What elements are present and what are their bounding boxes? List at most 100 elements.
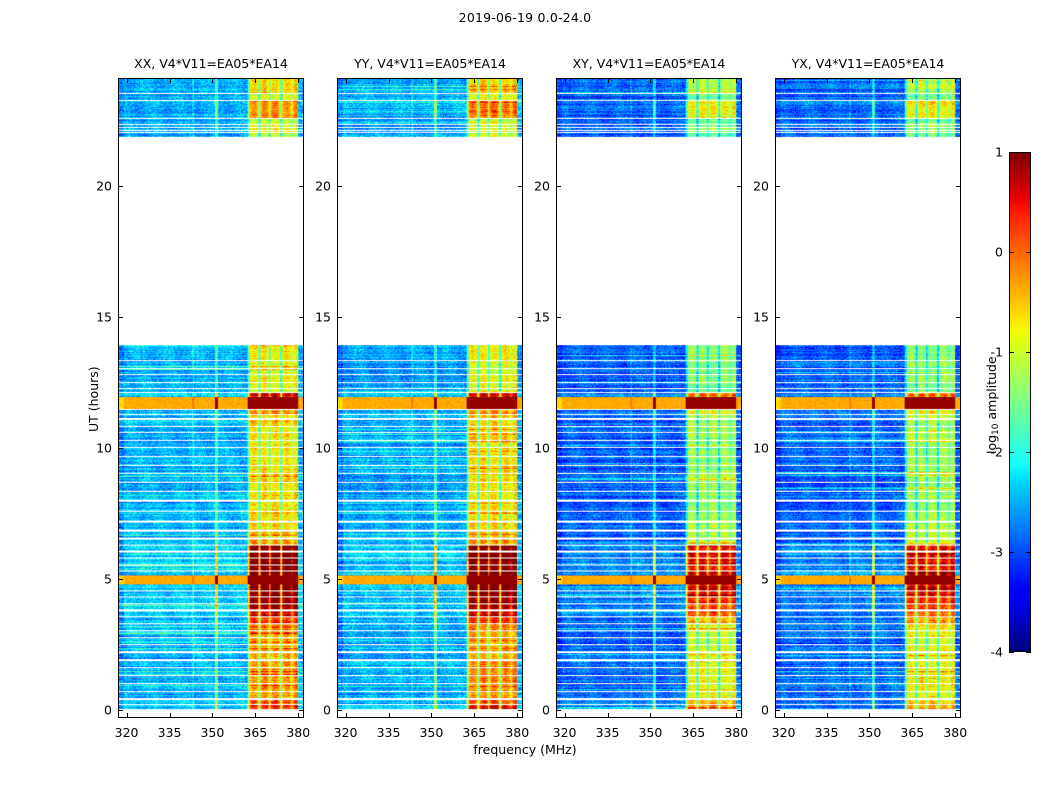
- y-tick: [118, 316, 123, 318]
- colorbar-label-subscript: 10: [991, 423, 1001, 435]
- y-tick: [956, 710, 961, 712]
- x-tick-label: 350: [419, 725, 444, 740]
- y-tick: [775, 447, 780, 449]
- x-tick: [255, 78, 257, 83]
- x-tick: [912, 713, 914, 718]
- y-tick: [556, 316, 561, 318]
- y-tick-label: 10: [753, 440, 769, 456]
- x-tick-label: 365: [900, 725, 925, 740]
- y-tick-label: 0: [323, 702, 331, 718]
- y-tick: [556, 185, 561, 187]
- panel-title-yy: YY, V4*V11=EA05*EA14: [354, 56, 506, 71]
- y-tick: [737, 316, 742, 318]
- y-tick-label: 5: [104, 571, 112, 587]
- y-tick: [518, 316, 523, 318]
- x-tick-label: 335: [376, 725, 401, 740]
- colorbar-tick: [1026, 652, 1031, 653]
- x-tick-label: 335: [814, 725, 839, 740]
- y-tick: [118, 185, 123, 187]
- y-tick-label: 15: [753, 309, 769, 325]
- y-tick: [775, 710, 780, 712]
- x-tick-label: 335: [595, 725, 620, 740]
- colorbar-tick: [1009, 352, 1014, 353]
- colorbar-tick-label: -2: [990, 444, 1003, 460]
- x-tick-label: 320: [552, 725, 577, 740]
- y-tick: [775, 185, 780, 187]
- y-tick: [518, 578, 523, 580]
- x-tick: [126, 78, 128, 83]
- y-tick-label: 0: [542, 702, 550, 718]
- spectrogram-panel-xy[interactable]: [556, 78, 742, 718]
- y-tick: [775, 316, 780, 318]
- y-axis-label: UT (hours): [86, 366, 101, 432]
- colorbar-tick: [1026, 352, 1031, 353]
- colorbar-tick-label: 1: [995, 144, 1003, 160]
- y-tick-label: 0: [104, 702, 112, 718]
- x-tick-label: 335: [157, 725, 182, 740]
- spectrogram-panel-yy[interactable]: [337, 78, 523, 718]
- x-tick: [212, 78, 214, 83]
- colorbar-tick: [1009, 652, 1014, 653]
- x-tick: [345, 78, 347, 83]
- y-tick: [556, 447, 561, 449]
- y-tick: [299, 447, 304, 449]
- colorbar-tick: [1009, 152, 1014, 153]
- spectrogram-panel-yx[interactable]: [775, 78, 961, 718]
- y-tick-label: 15: [315, 309, 331, 325]
- y-tick: [956, 578, 961, 580]
- y-tick: [956, 447, 961, 449]
- x-tick-label: 350: [857, 725, 882, 740]
- y-tick: [299, 185, 304, 187]
- colorbar-tick: [1009, 552, 1014, 553]
- x-tick: [431, 713, 433, 718]
- x-tick: [783, 713, 785, 718]
- x-tick: [607, 78, 609, 83]
- x-tick: [431, 78, 433, 83]
- x-tick: [388, 713, 390, 718]
- colorbar-tick-label: 0: [995, 244, 1003, 260]
- x-tick-label: 380: [724, 725, 749, 740]
- x-tick: [693, 78, 695, 83]
- x-tick-label: 380: [505, 725, 530, 740]
- x-tick: [607, 713, 609, 718]
- y-tick-label: 5: [323, 571, 331, 587]
- y-tick-label: 20: [753, 178, 769, 194]
- colorbar-label: log10 amplitude: [984, 356, 1001, 454]
- spectrogram-panel-xx[interactable]: [118, 78, 304, 718]
- x-tick-label: 320: [333, 725, 358, 740]
- x-tick: [826, 78, 828, 83]
- x-tick: [736, 78, 738, 83]
- y-tick: [299, 710, 304, 712]
- y-tick-label: 10: [534, 440, 550, 456]
- colorbar-tick: [1026, 452, 1031, 453]
- x-tick: [564, 78, 566, 83]
- colorbar-tick: [1009, 452, 1014, 453]
- y-tick-label: 0: [761, 702, 769, 718]
- x-tick-label: 365: [462, 725, 487, 740]
- colorbar-tick: [1026, 552, 1031, 553]
- y-tick-label: 15: [534, 309, 550, 325]
- y-tick: [337, 185, 342, 187]
- x-tick: [388, 78, 390, 83]
- x-tick-label: 365: [243, 725, 268, 740]
- x-tick: [564, 713, 566, 718]
- x-tick-label: 365: [681, 725, 706, 740]
- x-tick-label: 380: [943, 725, 968, 740]
- y-tick: [556, 710, 561, 712]
- colorbar: [1009, 152, 1031, 652]
- y-tick: [518, 447, 523, 449]
- x-tick: [474, 713, 476, 718]
- x-tick: [693, 713, 695, 718]
- x-tick: [298, 713, 300, 718]
- y-tick: [737, 185, 742, 187]
- y-tick-label: 5: [542, 571, 550, 587]
- x-tick: [345, 713, 347, 718]
- x-axis-label: frequency (MHz): [473, 742, 577, 757]
- x-tick: [474, 78, 476, 83]
- x-tick: [126, 713, 128, 718]
- x-tick: [255, 713, 257, 718]
- figure-suptitle: 2019-06-19 0.0-24.0: [458, 10, 592, 25]
- x-tick: [955, 78, 957, 83]
- colorbar-tick-label: -3: [990, 544, 1003, 560]
